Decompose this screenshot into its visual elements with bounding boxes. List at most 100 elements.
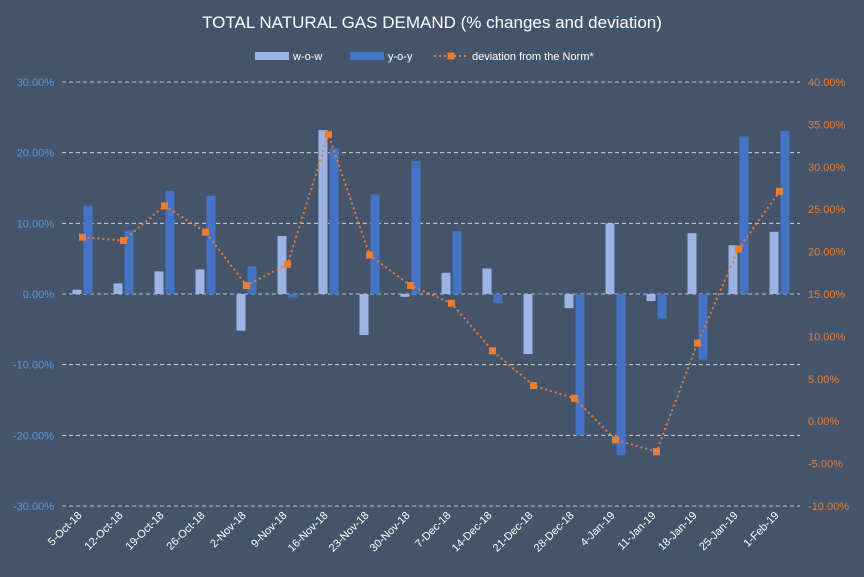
yoy-bar [288, 294, 298, 298]
deviation-point [448, 299, 455, 307]
legend-label-wow: w-o-w [292, 51, 322, 63]
legend-label-yoy: y-o-y [388, 51, 413, 63]
y-right-tick-label: 20.00% [808, 247, 846, 259]
yoy-bar [411, 161, 421, 294]
wow-bar [400, 294, 410, 297]
y-left-tick-label: 30.00% [17, 77, 55, 89]
yoy-bar [657, 294, 667, 319]
x-tick-label: 2-Nov-18 [208, 510, 248, 550]
deviation-point [202, 228, 209, 236]
legend-swatch-yoy [350, 52, 384, 60]
deviation-point [366, 251, 373, 259]
y-left-tick-label: -30.00% [13, 501, 54, 513]
x-tick-label: 7-Dec-18 [413, 510, 453, 550]
wow-bar [646, 294, 656, 302]
deviation-point [571, 394, 578, 402]
bars [72, 130, 790, 456]
y-right-tick-label: 15.00% [808, 289, 846, 301]
yoy-bar [575, 294, 585, 436]
yoy-bar [165, 190, 175, 294]
y-right-tick-label: 25.00% [808, 204, 846, 216]
wow-bar [482, 268, 492, 294]
x-tick-label: 5-Oct-18 [46, 510, 85, 549]
wow-bar [359, 294, 369, 335]
yoy-bar [534, 294, 544, 295]
legend-marker-deviation [447, 52, 455, 60]
y-right-tick-label: 5.00% [808, 374, 839, 386]
legend: w-o-w y-o-y deviation from the Norm* [255, 51, 594, 63]
y-left-tick-label: -10.00% [13, 360, 54, 372]
wow-bar [236, 294, 246, 331]
deviation-point [120, 237, 127, 245]
y-right-tick-label: -10.00% [808, 501, 849, 513]
wow-bar [277, 236, 287, 294]
gridlines [62, 81, 800, 507]
x-tick-label: 1-Feb-19 [742, 510, 782, 550]
yoy-bar [329, 148, 339, 294]
x-tick-label: 30-Nov-18 [368, 510, 413, 555]
y-right-tick-label: 30.00% [808, 162, 846, 174]
wow-bar [113, 283, 123, 294]
x-tick-label: 19-Oct-18 [124, 510, 167, 553]
x-tick-label: 18-Jan-19 [656, 510, 700, 554]
deviation-point [735, 245, 742, 253]
deviation-point [325, 131, 332, 139]
deviation-point [284, 260, 291, 268]
deviation-point [243, 282, 250, 290]
wow-bar [564, 294, 574, 309]
wow-bar [318, 130, 328, 294]
x-tick-label: 9-Nov-18 [249, 510, 289, 550]
deviation-point [407, 282, 414, 290]
wow-bar [154, 271, 164, 294]
wow-bar [523, 294, 533, 355]
chart-title: TOTAL NATURAL GAS DEMAND (% changes and … [202, 13, 662, 32]
yoy-bar [83, 205, 93, 294]
x-tick-label: 4-Jan-19 [578, 510, 617, 549]
y-right-tick-label: 40.00% [808, 77, 846, 89]
x-tick-label: 26-Oct-18 [165, 510, 208, 553]
yoy-bar [493, 294, 503, 304]
wow-bar [769, 231, 779, 294]
wow-bar [195, 269, 205, 294]
y-left-tick-label: 20.00% [17, 148, 55, 160]
deviation-line-layer [79, 131, 783, 456]
wow-bar [441, 272, 451, 294]
yoy-bar [124, 230, 134, 294]
yoy-bar [247, 266, 257, 294]
deviation-point [489, 347, 496, 355]
deviation-line [82, 131, 781, 453]
legend-label-deviation: deviation from the Norm* [472, 51, 594, 63]
x-tick-label: 16-Nov-18 [286, 510, 331, 555]
y-right-tick-label: 10.00% [808, 331, 846, 343]
y-left-tick-label: 10.00% [17, 218, 55, 230]
x-tick-label: 12-Oct-18 [83, 510, 126, 553]
x-tick-label: 25-Jan-19 [697, 510, 741, 554]
y-left-tick-label: 0.00% [23, 289, 54, 301]
yoy-bar [452, 231, 462, 294]
y-right-tick-label: -5.00% [808, 459, 843, 471]
x-tick-label: 28-Dec-18 [532, 510, 577, 555]
yoy-bar [370, 194, 380, 294]
y-axis-right: -10.00% -5.00% 0.00% 5.00% 10.00% 15.00% 20.00… [808, 77, 849, 513]
y-right-tick-label: 35.00% [808, 119, 846, 131]
x-tick-label: 11-Jan-19 [616, 510, 659, 553]
deviation-point [694, 339, 701, 347]
yoy-bar [780, 130, 790, 294]
y-axis-left: -30.00% -20.00% -10.00% 0.00% 10.00% 20.00% 30… [13, 77, 54, 513]
deviation-point [612, 436, 619, 444]
x-tick-label: 14-Dec-18 [450, 510, 495, 555]
legend-swatch-wow [255, 52, 289, 60]
wow-bar [687, 233, 697, 294]
wow-bar [72, 289, 82, 294]
yoy-bar [206, 195, 216, 294]
x-tick-label: 23-Nov-18 [327, 510, 372, 555]
y-left-tick-label: -20.00% [13, 430, 54, 442]
deviation-point [776, 187, 783, 195]
deviation-point [653, 448, 660, 456]
yoy-bar [698, 294, 708, 360]
yoy-bar [616, 294, 626, 456]
y-right-tick-label: 0.00% [808, 416, 839, 428]
yoy-bar [739, 136, 749, 294]
